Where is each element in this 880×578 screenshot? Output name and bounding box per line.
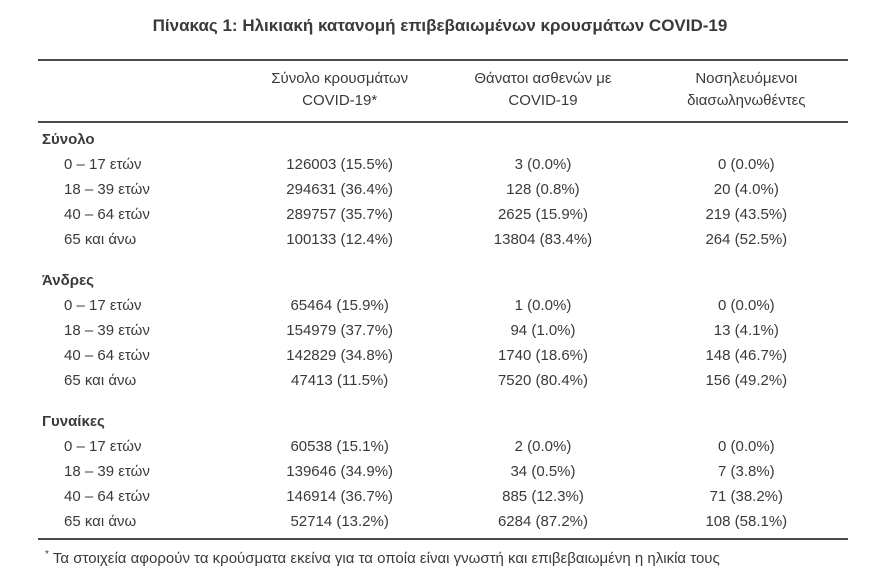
column-header-line: Θάνατοι ασθενών με (474, 70, 612, 87)
age-group-label: 40 – 64 ετών (64, 347, 150, 364)
section-label: Άνδρες (42, 272, 94, 289)
intubated-cell: 71 (38.2%) (709, 488, 783, 505)
deaths-cell: 128 (0.8%) (506, 181, 580, 198)
empty-cell (645, 268, 848, 293)
cases-cell: 126003 (15.5%) (286, 156, 394, 173)
intubated-cell: 13 (4.1%) (713, 322, 779, 339)
age-group-label: 65 και άνω (64, 513, 137, 530)
table-row: 40 – 64 ετών 142829 (34.8%) 1740 (18.6%)… (38, 343, 848, 368)
cases-cell: 294631 (36.4%) (286, 181, 394, 198)
table-body: Σύνολο 0 – 17 ετών 126003 (15.5%) 3 (0.0… (38, 123, 848, 538)
footnote-asterisk-marker: * (45, 549, 49, 560)
age-group-label: 0 – 17 ετών (64, 297, 142, 314)
empty-cell (645, 127, 848, 152)
column-header-line: Σύνολο κρουσμάτων (271, 70, 409, 87)
column-header-intubated: Νοσηλευόμενοι διασωληνωθέντες (645, 68, 848, 112)
table-row: 40 – 64 ετών 289757 (35.7%) 2625 (15.9%)… (38, 202, 848, 227)
cases-cell: 142829 (34.8%) (286, 347, 394, 364)
deaths-cell: 2625 (15.9%) (497, 206, 589, 223)
deaths-cell: 13804 (83.4%) (493, 231, 593, 248)
age-group-label: 0 – 17 ετών (64, 438, 142, 455)
age-group-label: 40 – 64 ετών (64, 206, 150, 223)
intubated-cell: 7 (3.8%) (717, 463, 775, 480)
age-group-label: 18 – 39 ετών (64, 463, 150, 480)
column-header-total-cases: Σύνολο κρουσμάτων COVID-19* (238, 68, 441, 112)
cases-cell: 154979 (37.7%) (286, 322, 394, 339)
deaths-cell: 6284 (87.2%) (497, 513, 589, 530)
cases-cell: 289757 (35.7%) (286, 206, 394, 223)
deaths-cell: 885 (12.3%) (502, 488, 584, 505)
intubated-cell: 20 (4.0%) (713, 181, 779, 198)
intubated-cell: 219 (43.5%) (705, 206, 788, 223)
empty-header-cell (38, 68, 238, 112)
intubated-cell: 156 (49.2%) (705, 372, 788, 389)
section-label: Γυναίκες (42, 413, 105, 430)
table-row: 18 – 39 ετών 154979 (37.7%) 94 (1.0%) 13… (38, 318, 848, 343)
section-label: Σύνολο (42, 131, 95, 148)
intubated-cell: 0 (0.0%) (717, 438, 775, 455)
intubated-cell: 0 (0.0%) (717, 297, 775, 314)
age-group-label: 18 – 39 ετών (64, 322, 150, 339)
cases-cell: 60538 (15.1%) (290, 438, 389, 455)
deaths-cell: 1 (0.0%) (514, 297, 572, 314)
intubated-cell: 264 (52.5%) (705, 231, 788, 248)
cases-cell: 100133 (12.4%) (286, 231, 394, 248)
table-row: 40 – 64 ετών 146914 (36.7%) 885 (12.3%) … (38, 484, 848, 509)
age-group-label: 65 και άνω (64, 372, 137, 389)
cases-cell: 139646 (34.9%) (286, 463, 394, 480)
deaths-cell: 94 (1.0%) (510, 322, 576, 339)
table-row: 65 και άνω 100133 (12.4%) 13804 (83.4%) … (38, 227, 848, 252)
deaths-cell: 2 (0.0%) (514, 438, 572, 455)
table-row: 0 – 17 ετών 65464 (15.9%) 1 (0.0%) 0 (0.… (38, 293, 848, 318)
intubated-cell: 0 (0.0%) (717, 156, 775, 173)
table-title: Πίνακας 1: Ηλικιακή κατανομή επιβεβαιωμέ… (152, 16, 728, 35)
deaths-cell: 1740 (18.6%) (497, 347, 589, 364)
deaths-cell: 34 (0.5%) (510, 463, 576, 480)
cases-cell: 146914 (36.7%) (286, 488, 394, 505)
age-group-label: 18 – 39 ετών (64, 181, 150, 198)
empty-cell (238, 409, 441, 434)
table-row: 0 – 17 ετών 126003 (15.5%) 3 (0.0%) 0 (0… (38, 152, 848, 177)
table-row: 65 και άνω 47413 (11.5%) 7520 (80.4%) 15… (38, 368, 848, 393)
intubated-cell: 148 (46.7%) (705, 347, 788, 364)
column-header-line: διασωληνωθέντες (687, 92, 806, 109)
deaths-cell: 7520 (80.4%) (497, 372, 589, 389)
table-header-row: Σύνολο κρουσμάτων COVID-19* Θάνατοι ασθε… (38, 61, 848, 123)
cases-cell: 65464 (15.9%) (290, 297, 389, 314)
footnote-text: Τα στοιχεία αφορούν τα κρούσματα εκείνα … (52, 550, 720, 567)
age-group-label: 40 – 64 ετών (64, 488, 150, 505)
empty-cell (238, 127, 441, 152)
intubated-cell: 108 (58.1%) (705, 513, 788, 530)
column-header-line: COVID-19* (302, 92, 378, 109)
empty-cell (441, 268, 644, 293)
table-row: 18 – 39 ετών 139646 (34.9%) 34 (0.5%) 7 … (38, 459, 848, 484)
empty-cell (441, 127, 644, 152)
empty-cell (238, 268, 441, 293)
empty-cell (441, 409, 644, 434)
empty-cell (645, 409, 848, 434)
deaths-cell: 3 (0.0%) (514, 156, 572, 173)
section-header-row-men: Άνδρες (38, 268, 848, 293)
column-header-deaths: Θάνατοι ασθενών με COVID-19 (441, 68, 644, 112)
covid-age-distribution-table: Σύνολο κρουσμάτων COVID-19* Θάνατοι ασθε… (38, 59, 848, 540)
table-row: 0 – 17 ετών 60538 (15.1%) 2 (0.0%) 0 (0.… (38, 434, 848, 459)
column-header-line: Νοσηλευόμενοι (695, 70, 798, 87)
table-row: 18 – 39 ετών 294631 (36.4%) 128 (0.8%) 2… (38, 177, 848, 202)
footnote: * Τα στοιχεία αφορούν τα κρούσματα εκείνα… (45, 545, 850, 569)
section-header-row-total: Σύνολο (38, 127, 848, 152)
age-group-label: 65 και άνω (64, 231, 137, 248)
age-group-label: 0 – 17 ετών (64, 156, 142, 173)
cases-cell: 52714 (13.2%) (290, 513, 389, 530)
cases-cell: 47413 (11.5%) (291, 372, 389, 389)
column-header-line: COVID-19 (508, 92, 578, 109)
section-header-row-women: Γυναίκες (38, 409, 848, 434)
table-row: 65 και άνω 52714 (13.2%) 6284 (87.2%) 10… (38, 509, 848, 534)
